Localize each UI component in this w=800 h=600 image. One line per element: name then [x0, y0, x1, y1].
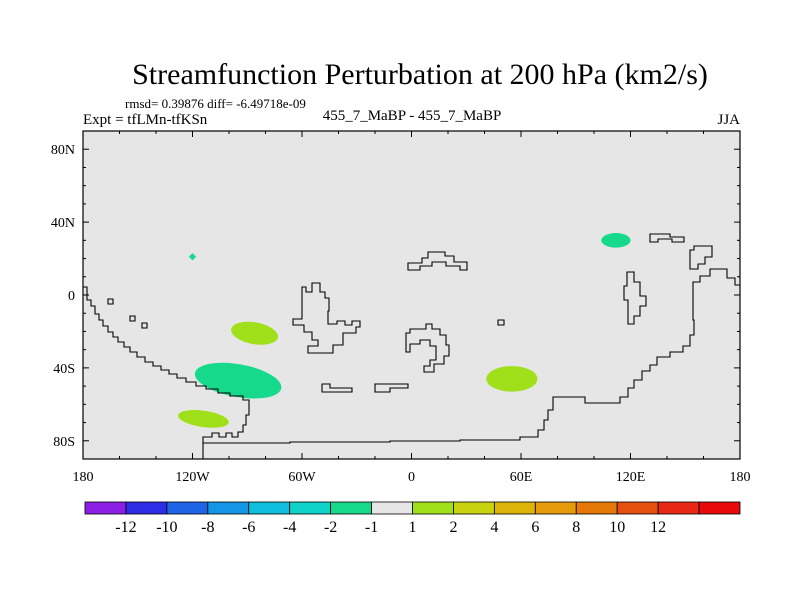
legend-swatch: [534, 501, 577, 515]
chart-title: Streamfunction Perturbation at 200 hPa (…: [132, 58, 708, 91]
feature-blob-south-pacific-central: [231, 321, 278, 345]
season-label: JJA: [717, 112, 740, 128]
legend-swatch: [412, 501, 454, 515]
coastline-island-1: [321, 383, 353, 393]
coastline-asia-east: [649, 233, 685, 243]
feature-blob-east-asia: [601, 233, 631, 248]
legend-swatch: [616, 501, 659, 515]
feature-blob-south-pacific-large: [194, 362, 282, 399]
coastline-indochina: [623, 271, 647, 325]
y-tick-label: 80N: [51, 143, 75, 158]
coastline-africa: [292, 282, 361, 354]
case-label: 455_7_MaBP - 455_7_MaBP: [323, 108, 502, 124]
x-tick-label: 180: [730, 470, 751, 485]
experiment-label: Expt = tfLMn-tfKSn: [83, 112, 208, 128]
legend-label: -6: [242, 519, 255, 536]
legend-label: 1: [409, 519, 417, 536]
x-tick-label: 60W: [288, 470, 316, 485]
coastline-island-6: [141, 322, 148, 329]
legend-swatch: [453, 501, 495, 515]
plot-background: [83, 131, 740, 459]
legend-label: -1: [365, 519, 378, 536]
coastline-island-5: [129, 315, 136, 322]
legend-label: -2: [324, 519, 337, 536]
coastline-asia-east-2: [689, 245, 713, 270]
legend-swatch: [330, 501, 372, 515]
x-tick-label: 60E: [510, 470, 533, 485]
y-tick-label: 40N: [51, 216, 75, 231]
legend-label: -12: [115, 519, 136, 536]
legend-swatch: [289, 501, 332, 515]
x-tick-label: 120E: [616, 470, 646, 485]
x-tick-label: 120W: [175, 470, 210, 485]
feature-blob-indian-ocean: [486, 366, 538, 392]
legend-swatch: [125, 501, 168, 515]
legend-swatch: [493, 501, 536, 515]
legend-label: 8: [572, 519, 580, 536]
coastline-island-2: [374, 383, 409, 393]
coastline-outline: [83, 268, 740, 444]
y-tick-label: 80S: [53, 435, 75, 450]
legend-label: -10: [156, 519, 177, 536]
coastline-europe-strip: [407, 251, 468, 271]
legend-label: 12: [650, 519, 666, 536]
y-tick-label: 40S: [53, 362, 75, 377]
y-tick-label: 0: [68, 289, 75, 304]
coastline-island-4: [107, 298, 114, 305]
legend-swatch: [657, 501, 700, 515]
legend-swatch: [166, 501, 209, 515]
legend-label: -4: [283, 519, 296, 536]
stats-line: rmsd= 0.39876 diff= -6.49718e-09: [125, 96, 306, 111]
legend-label: 6: [531, 519, 539, 536]
x-tick-label: 0: [408, 470, 415, 485]
legend-swatch: [248, 501, 291, 515]
legend-label: 4: [490, 519, 498, 536]
legend-swatch: [84, 501, 127, 515]
legend-label: -8: [201, 519, 214, 536]
x-tick-label: 180: [73, 470, 94, 485]
legend-label: 2: [449, 519, 457, 536]
legend-swatch: [698, 501, 741, 515]
legend-label: 10: [609, 519, 625, 536]
legend-swatch: [575, 501, 618, 515]
feature-blob-southern-ocean: [178, 410, 229, 428]
coastline-ring: [405, 323, 450, 373]
feature-diamond-near-120W-20N: [188, 253, 197, 261]
legend-swatch: [371, 501, 413, 515]
coastline-island-3: [497, 319, 505, 326]
legend-swatch: [207, 501, 250, 515]
